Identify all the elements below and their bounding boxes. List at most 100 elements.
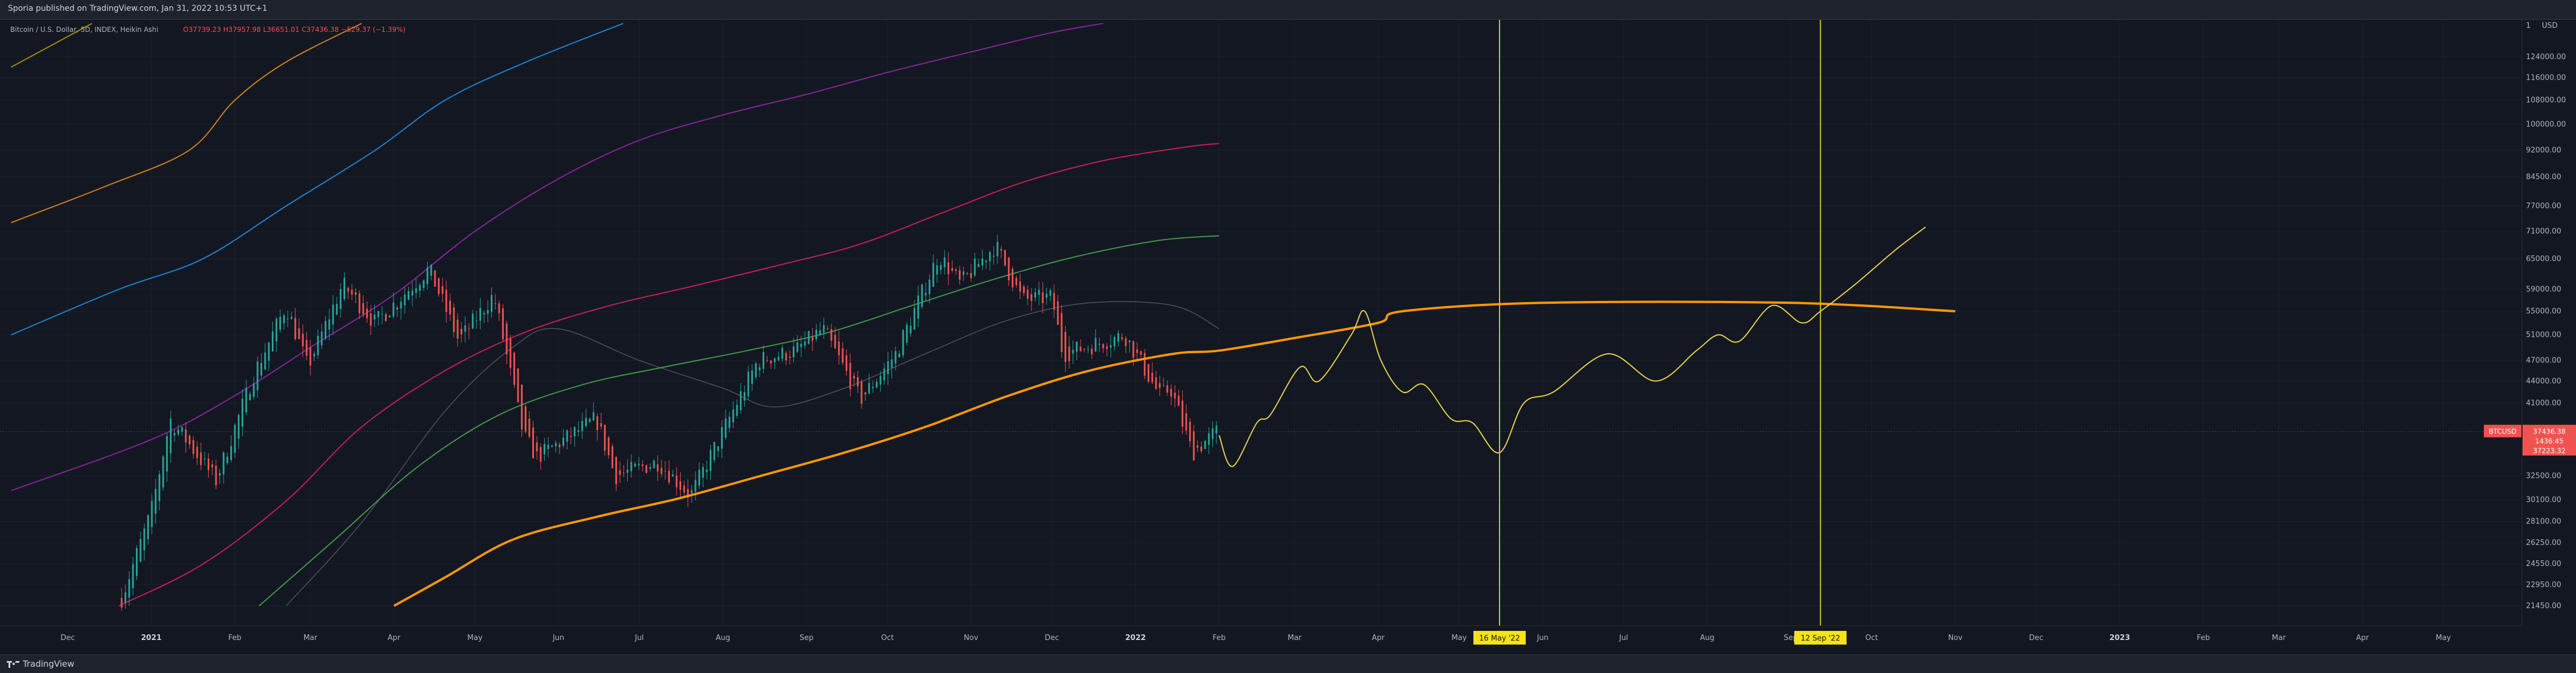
candle-body xyxy=(936,265,938,275)
candle-body xyxy=(468,328,470,329)
candle-body xyxy=(291,317,293,319)
tradingview-logo-icon xyxy=(7,660,20,668)
mid-moving-average xyxy=(285,301,1220,606)
candle-body xyxy=(1166,385,1169,393)
candle-body xyxy=(1019,281,1021,292)
candle-body xyxy=(540,447,542,462)
candle-body xyxy=(1215,425,1217,434)
candle-body xyxy=(842,348,844,363)
candle-body xyxy=(188,436,190,445)
candle-body xyxy=(724,418,727,438)
candle-body xyxy=(419,285,421,291)
candle-body xyxy=(577,430,579,432)
candle-body xyxy=(607,437,610,456)
candle-body xyxy=(121,598,123,608)
candle-body xyxy=(132,564,134,588)
candle-body xyxy=(743,392,746,401)
last-price-value: 37436.38 xyxy=(2533,428,2565,436)
candle-body xyxy=(169,418,172,453)
grid xyxy=(0,20,2522,626)
band-line-2 xyxy=(11,23,362,224)
candle-body xyxy=(1068,346,1070,361)
candle-body xyxy=(479,308,482,321)
candle-body xyxy=(687,489,689,498)
price-tick-label: 26250.00 xyxy=(2526,539,2561,547)
candle-body xyxy=(362,303,365,315)
candle-body xyxy=(811,337,814,341)
candle-body xyxy=(434,270,436,287)
candle-body xyxy=(720,427,723,449)
candle-body xyxy=(894,351,897,364)
candle-body xyxy=(339,289,342,309)
candle-body xyxy=(981,258,984,266)
legend-symbol: Bitcoin / U.S. Dollar, 5D, INDEX, Heikin… xyxy=(10,26,158,34)
candle-body xyxy=(925,292,927,296)
price-axis[interactable]: 1 USD 124000.00 116000.00 108000.00 100000.… xyxy=(2521,20,2576,626)
candle-body xyxy=(1192,431,1195,461)
candle-body xyxy=(283,315,285,324)
candle-body xyxy=(1038,290,1040,295)
candle-body xyxy=(506,323,508,354)
candle-body xyxy=(1159,383,1161,388)
candle-body xyxy=(846,355,848,371)
candles xyxy=(121,234,1217,611)
candle-body xyxy=(457,319,459,339)
candle-body xyxy=(989,252,991,262)
candle-body xyxy=(653,460,655,468)
time-tick-label: 2021 xyxy=(141,634,161,642)
candle-body xyxy=(415,288,417,294)
candle-body xyxy=(268,342,270,361)
candle-body xyxy=(1211,428,1214,439)
time-tick-label: Mar xyxy=(2272,634,2286,642)
candle-body xyxy=(773,358,776,362)
price-tick-label: 47000.00 xyxy=(2526,357,2561,365)
candle-body xyxy=(162,456,164,488)
candle-body xyxy=(807,331,810,344)
time-tick-label: 2023 xyxy=(2110,634,2130,642)
candle-body xyxy=(528,418,531,437)
candle-body xyxy=(1196,445,1199,448)
price-chart[interactable]: 1 USD 124000.00 116000.00 108000.00 100000.… xyxy=(0,20,2576,654)
candle-body xyxy=(1026,290,1029,299)
candle-body xyxy=(438,278,440,294)
band-line-1 xyxy=(11,23,93,68)
candle-body xyxy=(1098,344,1100,345)
candle-body xyxy=(158,474,160,501)
candle-body xyxy=(460,329,462,335)
candle-body xyxy=(868,383,870,394)
candle-body xyxy=(815,329,817,339)
candle-body xyxy=(135,548,138,576)
candle-body xyxy=(396,307,399,309)
date-marker-label: 12 Sep '22 xyxy=(1801,634,1840,643)
candle-body xyxy=(449,300,451,315)
candle-body xyxy=(358,293,361,313)
candle-body xyxy=(230,446,232,460)
price-tick-label: 24550.00 xyxy=(2526,560,2561,568)
time-axis[interactable]: Dec 2021 Feb Mar Apr May Jun Jul Aug Sep Oct Nov Dec… xyxy=(0,625,2522,645)
candle-body xyxy=(1091,348,1093,354)
candle-body xyxy=(996,242,999,257)
candle-body xyxy=(321,331,323,345)
price-tick-label: 30100.00 xyxy=(2526,496,2561,505)
candle-body xyxy=(426,267,429,284)
candle-body xyxy=(637,464,640,465)
candle-body xyxy=(793,346,795,358)
time-tick-label: Mar xyxy=(1287,634,1302,642)
band-line-3 xyxy=(11,23,624,336)
candle-body xyxy=(909,325,912,334)
candle-body xyxy=(445,290,448,312)
candle-body xyxy=(302,333,304,346)
candle-body xyxy=(128,579,130,598)
band-line-5 xyxy=(118,143,1220,606)
candle-body xyxy=(1109,345,1112,348)
candle-body xyxy=(838,341,840,356)
candle-body xyxy=(955,269,957,271)
candle-body xyxy=(332,304,334,325)
candle-body xyxy=(498,303,500,313)
candle-body xyxy=(1034,292,1036,298)
candle-body xyxy=(940,265,942,270)
candle-body xyxy=(943,257,946,268)
price-tick-label: 100000.00 xyxy=(2526,120,2566,129)
candle-body xyxy=(581,421,583,431)
